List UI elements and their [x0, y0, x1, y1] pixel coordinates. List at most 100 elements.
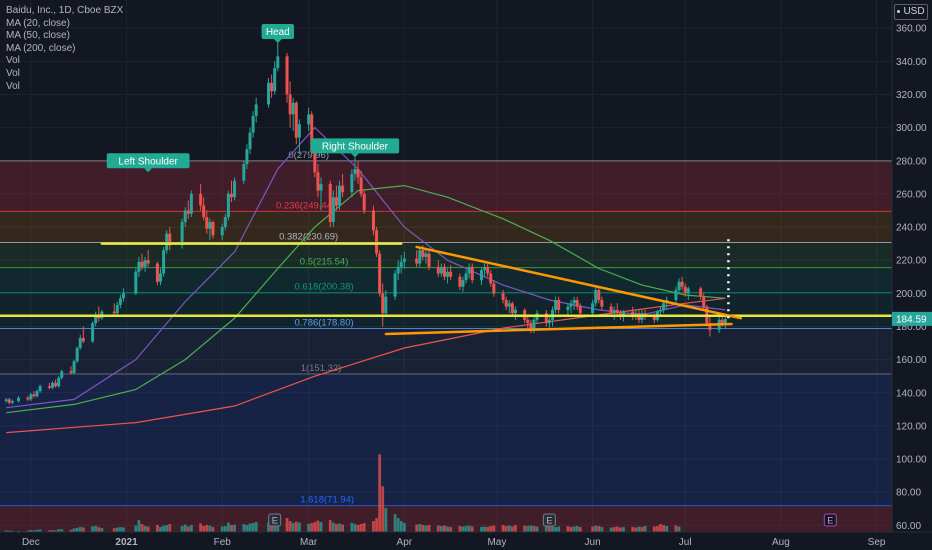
candle-body	[134, 271, 138, 294]
volume-bar	[189, 525, 193, 532]
volume-bar	[350, 523, 354, 532]
volume-bar	[467, 525, 471, 532]
volume-bar	[569, 527, 573, 532]
candle-body	[449, 271, 453, 277]
volume-bar	[375, 518, 378, 532]
volume-bar	[492, 525, 496, 532]
volume-bar	[288, 521, 292, 532]
candle-body	[205, 217, 209, 229]
candle-body	[479, 270, 483, 281]
volume-bar	[399, 521, 403, 532]
candle-body	[597, 290, 601, 300]
volume-bar	[443, 525, 446, 532]
indicator-ma200[interactable]: MA (200, close)	[6, 42, 76, 54]
candle-body	[594, 290, 598, 304]
time-axis	[0, 532, 932, 550]
symbol-title[interactable]: Baidu, Inc., 1D, Cboe BZX	[6, 5, 124, 16]
annotation-box	[106, 153, 190, 169]
earnings-event-icon[interactable]: E	[823, 513, 837, 527]
volume-bar	[384, 508, 388, 532]
event-marker-label: E	[272, 516, 278, 526]
x-tick-label: 2021	[115, 537, 138, 548]
volume-bar	[81, 527, 85, 532]
candle-body	[381, 293, 385, 314]
candle-body	[94, 316, 98, 324]
x-tick-label: Jun	[585, 537, 601, 548]
candle-body	[427, 253, 431, 267]
volume-bar	[631, 527, 635, 532]
y-tick-label: 340.00	[896, 57, 927, 68]
fib-zone	[0, 505, 892, 532]
y-tick-label: 80.00	[896, 488, 921, 499]
volume-bar	[529, 525, 533, 532]
candle-body	[17, 397, 21, 402]
indicator-vol-3[interactable]: Vol	[6, 80, 20, 92]
volume-bar	[57, 529, 61, 532]
candle-body	[554, 299, 558, 310]
volume-bar	[402, 523, 406, 532]
earnings-event-icon[interactable]: E	[268, 513, 282, 527]
volume-bar	[470, 526, 474, 532]
volume-bar	[532, 526, 536, 532]
volume-bar	[60, 529, 64, 532]
fib-level-label: 0.236(249.44)	[276, 200, 335, 211]
indicator-vol-2[interactable]: Vol	[6, 67, 20, 79]
volume-bar	[134, 525, 138, 532]
volume-bar	[162, 525, 165, 532]
volume-bar	[652, 526, 656, 532]
candle-body	[458, 276, 462, 287]
annotation-box	[310, 138, 400, 154]
volume-bar	[480, 527, 483, 532]
candle-body	[57, 377, 61, 387]
candle-body	[78, 338, 82, 349]
volume-bar	[449, 527, 453, 532]
volume-bar	[137, 520, 141, 532]
candle-body	[338, 185, 342, 206]
event-marker-box	[542, 513, 556, 527]
annotation-text: Right Shoulder	[322, 141, 389, 152]
volume-bar	[205, 525, 209, 532]
volume-bar	[168, 524, 172, 532]
volume-bar	[183, 524, 187, 532]
indicator-ma20[interactable]: MA (20, close)	[6, 17, 70, 29]
candle-body	[288, 94, 292, 115]
x-tick-label: Aug	[772, 537, 790, 548]
volume-bar	[335, 524, 338, 532]
candle-body	[699, 288, 703, 297]
candle-body	[294, 102, 298, 138]
volume-bar	[310, 523, 314, 532]
triangle-lower-line	[384, 322, 733, 336]
volume-bar	[245, 525, 249, 532]
volume-bar	[544, 525, 548, 532]
currency-button[interactable]: USD	[894, 4, 928, 20]
candle-body	[418, 250, 422, 264]
volume-bar	[118, 527, 122, 532]
candle-body	[591, 303, 595, 314]
candle-body	[507, 303, 511, 307]
y-tick-label: 140.00	[896, 388, 927, 399]
indicator-ma50[interactable]: MA (50, close)	[6, 30, 70, 42]
candle-body	[483, 266, 487, 271]
volume-bar	[331, 522, 335, 532]
volume-bar	[483, 526, 486, 532]
candle-body	[81, 338, 85, 342]
earnings-event-icon[interactable]: E	[542, 513, 556, 527]
volume-bar	[640, 527, 644, 532]
candle-body	[146, 260, 150, 264]
candle-body	[510, 303, 514, 314]
indicator-vol-1[interactable]: Vol	[6, 55, 20, 67]
candle-body	[544, 313, 548, 324]
volume-bar	[26, 530, 30, 532]
volume-bar	[54, 530, 57, 532]
volume-bar	[372, 521, 375, 532]
volume-bar	[233, 524, 236, 532]
candle-body	[461, 280, 465, 287]
candle-body	[442, 266, 446, 277]
volume-bar	[393, 514, 397, 532]
volume-bar	[578, 527, 582, 532]
candle-body	[464, 273, 468, 281]
candle-body	[371, 210, 375, 231]
volume-bar	[612, 527, 616, 532]
volume-bar	[677, 526, 681, 532]
